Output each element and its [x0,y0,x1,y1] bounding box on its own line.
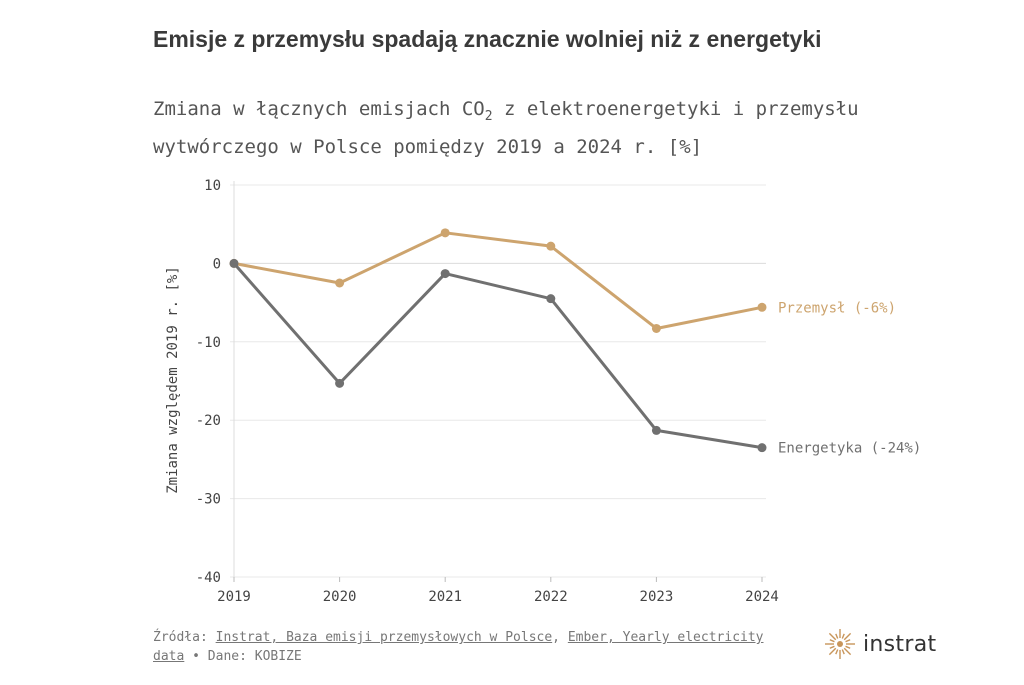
y-tick-label: -10 [196,335,221,351]
data-point [335,378,345,388]
x-axis-ticks: 2019 2020 2021 2022 2023 2024 [217,577,779,605]
sunburst-logo-icon [825,629,855,659]
grid-lines [230,181,766,578]
sunburst-ray [843,647,852,656]
x-tick-label: 2023 [640,589,674,605]
data-point [546,294,556,304]
x-tick-label: 2020 [323,589,357,605]
sunburst-ray [829,639,835,643]
series-label: Przemysł (-6%) [778,300,896,316]
x-tick-label: 2022 [534,589,568,605]
sunburst-ray [828,647,837,656]
data-point [651,323,661,333]
source-link-ember[interactable]: Ember, Yearly electricity data [153,630,764,664]
data-point [757,443,767,453]
sunburst-ray [843,632,852,641]
data-point [440,228,450,238]
sunburst-ray [841,649,845,655]
chart-subtitle: Zmiana w łącznych emisjach CO2 z elektro… [153,98,859,158]
data-point [440,269,450,279]
y-tick-label: -40 [196,570,221,586]
y-axis-ticks: 10 0 -10 -20 -30 -40 [196,178,221,586]
series-line [232,262,763,450]
source-link-instrat[interactable]: Instrat, Baza emisji przemysłowych w Pol… [215,630,553,645]
source-footer: Źródła: Instrat, Baza emisji przemysłowy… [153,630,764,664]
instrat-logo[interactable]: instrat [823,626,936,662]
chart-title: Emisje z przemysłu spadają znacznie woln… [153,26,822,52]
y-tick-label: -20 [196,413,221,429]
data-point [757,302,767,312]
x-tick-label: 2019 [217,589,251,605]
sunburst-ray [829,645,835,649]
data-point [229,258,239,268]
series-label: Energetyka (-24%) [778,441,921,457]
sunburst-ray [841,633,845,639]
y-tick-label: 10 [204,178,221,194]
sunburst-ray [845,645,851,649]
sunburst-ray [828,632,837,641]
sunburst-ray [835,633,839,639]
y-axis-label: Zmiana względem 2019 r. [%] [165,266,181,494]
series-line [233,231,763,330]
x-tick-label: 2021 [428,589,462,605]
data-point [651,425,661,435]
series-group: Przemysł (-6%) Energetyka (-24%) [229,228,921,457]
y-tick-label: 0 [213,256,221,272]
logo-text: instrat [863,631,937,657]
data-point [335,278,345,288]
sunburst-ray [845,639,851,643]
data-point [546,241,556,251]
sunburst-ray [835,649,839,655]
x-tick-label: 2024 [745,589,779,605]
y-tick-label: -30 [196,492,221,508]
